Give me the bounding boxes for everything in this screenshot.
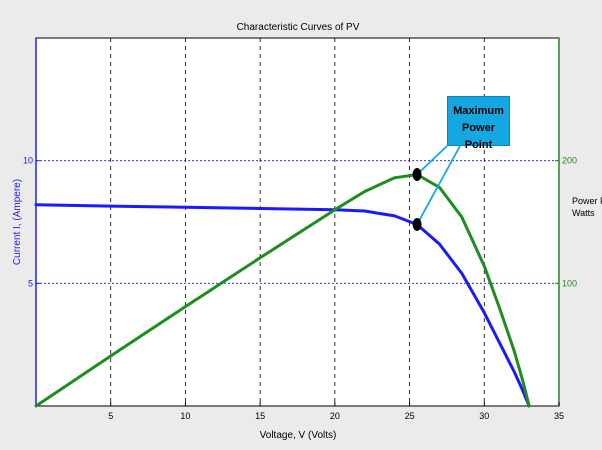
right-tick-label: 200 (562, 156, 577, 166)
mpp-callout: Maximum Power Point (447, 96, 510, 151)
x-tick-label: 5 (108, 411, 113, 421)
callout-pointer-line (416, 145, 461, 225)
right-axis-label-line-1: Power P, (572, 196, 602, 206)
x-tick-label: 10 (180, 411, 190, 421)
mpp-callout-line-1: Maximum (453, 105, 504, 117)
right-axis-label-line-2: Watts (572, 208, 595, 218)
x-tick-label: 20 (330, 411, 340, 421)
mpp-markers (412, 168, 422, 231)
grid-lines (36, 38, 559, 406)
callout-pointers (416, 145, 461, 225)
right-axis-ticks: 100 200 (555, 156, 577, 288)
left-tick-label: 5 (28, 278, 33, 288)
mpp-marker (412, 168, 422, 182)
left-tick-label: 10 (23, 156, 33, 166)
left-axis-label: Current I, (Ampere) (12, 179, 23, 265)
mpp-marker (412, 217, 422, 231)
right-tick-label: 100 (562, 278, 577, 288)
x-tick-label: 35 (554, 411, 564, 421)
callout-pointer-line (416, 145, 448, 176)
mpp-callout-line-2: Power Point (461, 122, 495, 151)
left-axis-ticks: 5 10 (23, 156, 40, 288)
x-axis-label: Voltage, V (Volts) (260, 430, 337, 441)
x-tick-label: 25 (405, 411, 415, 421)
plot-area (35, 37, 560, 407)
x-tick-label: 30 (479, 411, 489, 421)
x-tick-label: 15 (255, 411, 265, 421)
x-axis-ticks: 5 10 15 20 25 30 35 (108, 402, 564, 421)
chart-title: Characteristic Curves of PV (237, 22, 360, 33)
